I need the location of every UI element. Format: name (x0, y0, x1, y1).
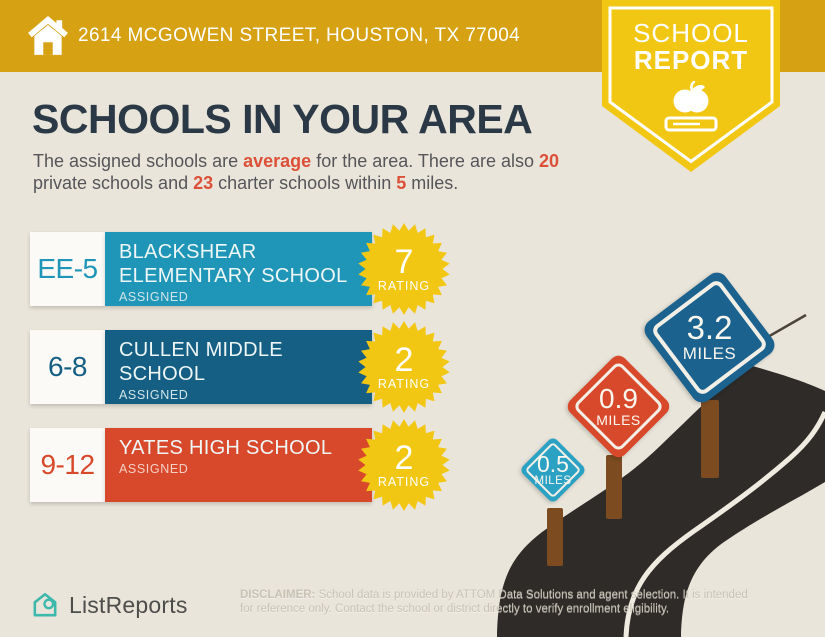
badge-title-line2: REPORT (633, 45, 749, 76)
rating-value: 2 (394, 438, 414, 477)
assigned-label: ASSIGNED (119, 290, 189, 304)
subtitle-highlight-average: average (243, 151, 312, 171)
subtitle-highlight-private-count: 20 (538, 151, 560, 171)
brand-name: ListReports (69, 591, 188, 618)
listreports-logo: ListReports (30, 590, 188, 620)
page-title: SCHOOLS IN YOUR AREA (32, 96, 533, 142)
grade-range-box: 6-8 (30, 330, 105, 404)
distance-sign-near: 0.5 MILES (519, 436, 587, 504)
rating-value: 7 (394, 242, 414, 281)
sign-distance-unit: MILES (596, 412, 641, 428)
sign-distance-value: 0.5 (537, 451, 569, 477)
grade-range-box: EE-5 (30, 232, 105, 306)
assigned-label: ASSIGNED (119, 462, 189, 476)
subtitle-text: miles. (406, 173, 459, 193)
sign-distance-value: 0.9 (599, 383, 638, 414)
rating-label: RATING (377, 474, 431, 489)
badge-title-line1: SCHOOL (633, 18, 749, 48)
assigned-label: ASSIGNED (119, 388, 189, 402)
grade-range-box: 9-12 (30, 428, 105, 502)
school-bar: CULLEN MIDDLE SCHOOL ASSIGNED (105, 330, 372, 404)
disclaimer-label: DISCLAIMER: (240, 589, 316, 601)
subtitle-text: charter schools within (213, 173, 397, 193)
subtitle-text: private schools and (33, 173, 194, 193)
house-logo-icon (33, 593, 57, 617)
school-row-middle: 6-8 CULLEN MIDDLE SCHOOL ASSIGNED 2 RATI… (30, 321, 460, 413)
sign-distance-unit: MILES (682, 343, 737, 363)
rating-label: RATING (377, 376, 431, 391)
subtitle-text: The assigned schools are (33, 151, 244, 171)
school-bar: BLACKSHEAR ELEMENTARY SCHOOL ASSIGNED (105, 232, 372, 306)
disclaimer-text: DISCLAIMER: School data is provided by A… (240, 589, 815, 616)
rating-value: 2 (394, 340, 414, 379)
sign-distance-value: 3.2 (686, 308, 733, 346)
school-name-line1: CULLEN MIDDLE (119, 339, 283, 361)
school-name-line2: SCHOOL (119, 363, 206, 385)
rating-badge: 7 RATING (358, 223, 450, 315)
subtitle-highlight-charter-count: 23 (193, 173, 214, 193)
address-text: 2614 MCGOWEN STREET, HOUSTON, TX 77004 (78, 25, 521, 46)
school-row-elementary: EE-5 BLACKSHEAR ELEMENTARY SCHOOL ASSIGN… (30, 223, 460, 315)
disclaimer-line1: DISCLAIMER: School data is provided by A… (240, 589, 748, 601)
home-icon (28, 15, 68, 62)
school-name-line1: YATES HIGH SCHOOL (119, 437, 333, 459)
subtitle-highlight-miles: 5 (396, 173, 407, 193)
rating-badge: 2 RATING (358, 419, 450, 511)
school-row-high: 9-12 YATES HIGH SCHOOL ASSIGNED 2 RATING (30, 419, 460, 511)
sign-post (547, 508, 563, 566)
school-report-badge: SCHOOL REPORT (602, 0, 780, 175)
page-subtitle: The assigned schools are average for the… (33, 150, 585, 194)
starburst-icon (358, 321, 450, 413)
sign-post (606, 455, 622, 519)
starburst-icon (358, 223, 450, 315)
school-name-line2: ELEMENTARY SCHOOL (119, 265, 348, 287)
rating-badge: 2 RATING (358, 321, 450, 413)
rating-label: RATING (377, 278, 431, 293)
school-name-line1: BLACKSHEAR (119, 241, 257, 263)
distance-sign-far: 3.2 MILES (640, 268, 779, 407)
sign-distance-unit: MILES (534, 475, 572, 487)
school-bar: YATES HIGH SCHOOL ASSIGNED (105, 428, 372, 502)
disclaimer-line2: for reference only. Contact the school o… (240, 602, 670, 615)
apple-book-icon (655, 80, 727, 138)
subtitle-text: for the area. There are also (311, 151, 539, 171)
starburst-icon (358, 419, 450, 511)
sign-post (701, 400, 719, 478)
